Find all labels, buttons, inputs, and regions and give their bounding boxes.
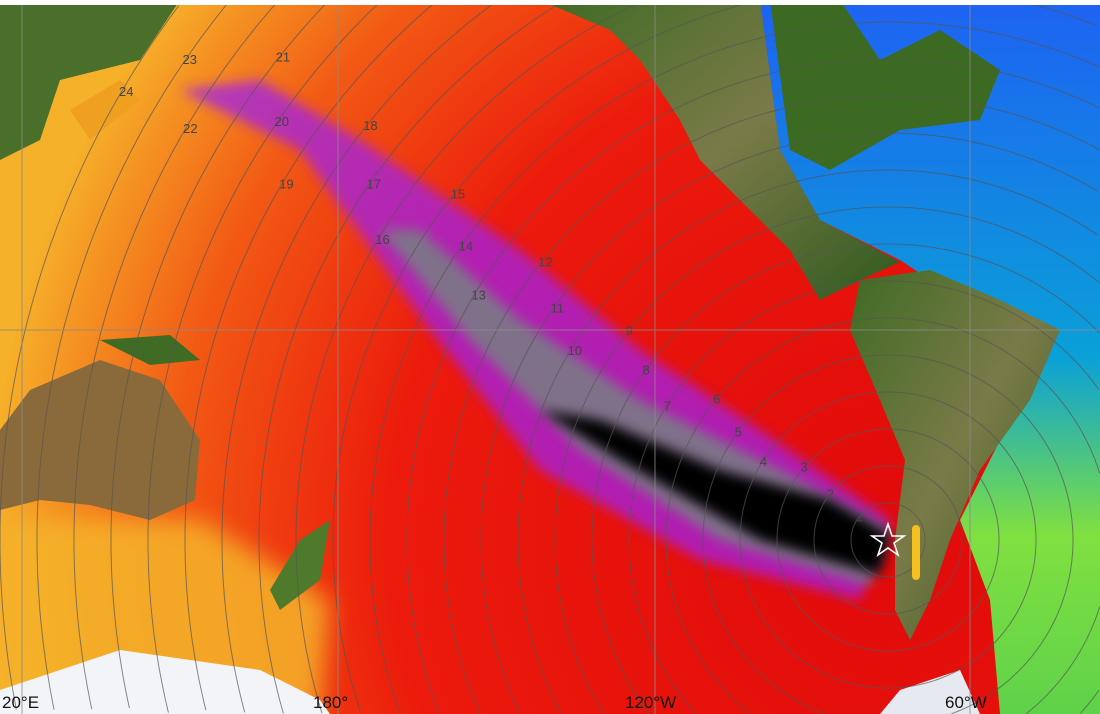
contour-line xyxy=(665,317,1100,714)
contour-line xyxy=(369,21,1099,714)
contour-label: 23 xyxy=(183,52,197,67)
contour-line xyxy=(591,243,1100,714)
new-zealand xyxy=(270,520,330,610)
asia xyxy=(0,0,180,160)
wave-core xyxy=(540,410,890,575)
antarctic-peninsula xyxy=(880,670,980,714)
south-america xyxy=(850,270,1060,640)
contour-line xyxy=(295,0,643,714)
contour-line xyxy=(73,0,279,710)
contour-label: 11 xyxy=(551,300,565,315)
contour-label: 20 xyxy=(275,114,289,129)
contour-line xyxy=(813,465,963,615)
lon-label-120w: 120°W xyxy=(625,693,676,712)
contour-label: 4 xyxy=(760,454,767,469)
sea-of-japan xyxy=(70,80,140,140)
contour-line xyxy=(406,58,1100,713)
lon-label-120e: 20°E xyxy=(2,693,39,712)
north-america xyxy=(540,0,900,300)
contour-label: 7 xyxy=(664,399,671,414)
contour-label: 16 xyxy=(375,232,389,247)
contour-line xyxy=(258,0,565,714)
contour-label: 10 xyxy=(568,343,582,358)
contour-label: 19 xyxy=(279,177,293,192)
source-region xyxy=(912,525,920,580)
contour-label: 17 xyxy=(367,176,381,191)
contour-line xyxy=(628,280,1100,714)
contour-line xyxy=(776,428,1000,652)
contour-label: 6 xyxy=(713,391,720,406)
contour-line xyxy=(184,1,437,711)
antarctica xyxy=(0,650,330,714)
contour-line xyxy=(443,95,1100,714)
contour-label: 21 xyxy=(276,50,290,65)
tsunami-wave-beam xyxy=(180,80,890,600)
contour-label: 2 xyxy=(827,487,834,502)
contour-line xyxy=(739,391,1037,689)
contour-label: 12 xyxy=(538,255,552,270)
contour-label: 24 xyxy=(119,84,133,99)
contour-label: 8 xyxy=(643,363,650,378)
atlantic-ocean xyxy=(760,0,1100,714)
contour-line xyxy=(221,0,497,713)
north-america-east xyxy=(770,0,1000,170)
contour-label: 13 xyxy=(471,288,485,303)
contour-line xyxy=(554,206,1100,714)
contour-line xyxy=(517,169,1098,714)
contour-line xyxy=(702,354,1074,714)
contour-label: 15 xyxy=(451,186,465,201)
contour-line xyxy=(36,4,227,710)
contour-label: 3 xyxy=(801,460,808,475)
contour-label: 14 xyxy=(459,238,473,253)
top-border xyxy=(0,0,1100,5)
contour-label: 22 xyxy=(183,121,197,136)
contour-line xyxy=(480,132,1098,713)
contour-label: 5 xyxy=(735,425,742,440)
contour-line xyxy=(850,502,926,578)
contour-label: 18 xyxy=(363,118,377,133)
star-icon xyxy=(869,521,907,558)
contour-line xyxy=(0,5,180,710)
contour-line xyxy=(110,0,330,709)
contour-label: 1 xyxy=(856,510,863,525)
lon-label-180: 180° xyxy=(313,693,348,712)
lon-label-60w: 60°W xyxy=(945,693,987,712)
